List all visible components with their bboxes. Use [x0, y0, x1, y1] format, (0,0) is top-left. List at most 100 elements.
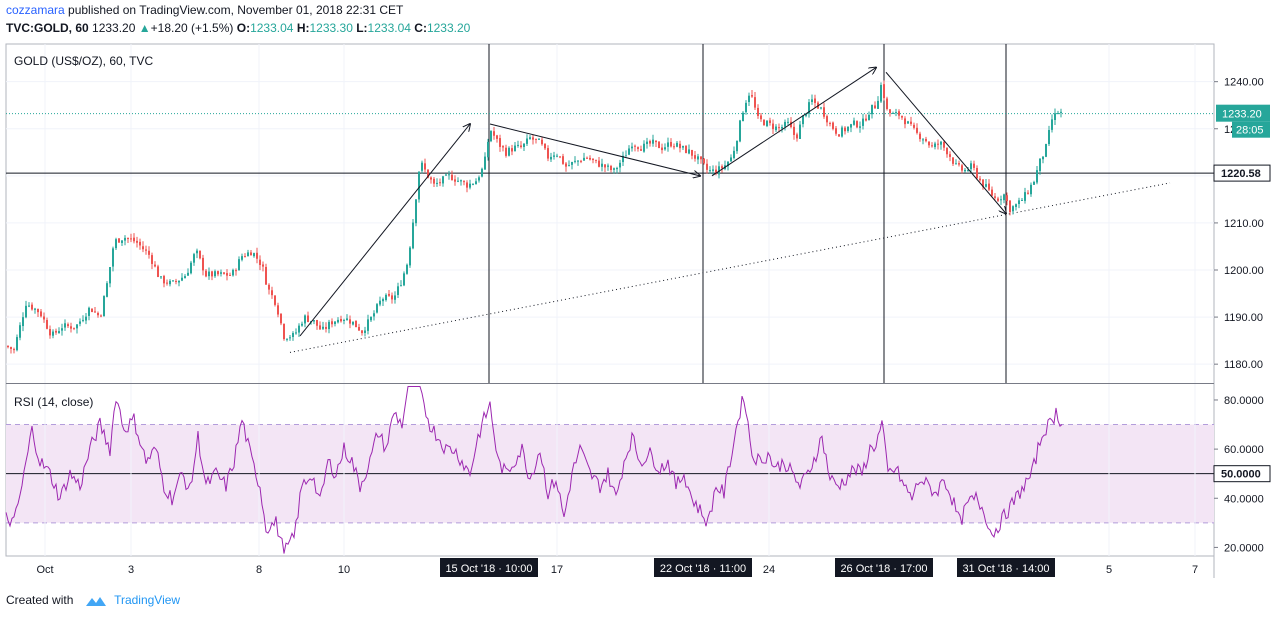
candle-body — [790, 121, 792, 128]
candle-body — [838, 134, 840, 137]
candle-body — [739, 120, 741, 142]
candle-body — [517, 144, 519, 146]
candle-body — [610, 166, 612, 171]
candle-body — [661, 147, 663, 151]
candle-body — [445, 174, 447, 176]
candle-body — [937, 143, 939, 145]
candle-body — [1036, 170, 1038, 183]
candle-body — [70, 326, 72, 329]
candle-body — [10, 347, 12, 349]
candle-body — [430, 177, 432, 180]
candle-body — [556, 155, 558, 157]
candle-body — [760, 115, 762, 120]
candle-body — [916, 127, 918, 133]
candle-body — [859, 126, 861, 128]
candle-body — [316, 320, 318, 326]
candle-body — [862, 118, 864, 126]
swing-arrow — [711, 68, 876, 177]
candle-body — [628, 148, 630, 155]
candle-body — [415, 199, 417, 224]
candle-body — [946, 147, 948, 155]
candle-body — [328, 321, 330, 330]
low-label: L: — [356, 21, 368, 35]
candle-body — [358, 326, 360, 331]
candle-body — [988, 183, 990, 190]
candle-body — [373, 313, 375, 317]
author-link[interactable]: cozzamara — [6, 3, 65, 17]
candle-body — [691, 149, 693, 156]
candle-body — [847, 126, 849, 131]
candle-body — [166, 282, 168, 284]
candle-body — [409, 247, 411, 266]
candle-body — [352, 321, 354, 325]
candle-body — [451, 174, 453, 181]
candle-body — [844, 127, 846, 132]
candle-body — [1048, 130, 1050, 145]
candle-body — [454, 179, 456, 182]
candle-body — [496, 135, 498, 139]
candle-body — [1051, 119, 1053, 130]
candle-body — [157, 266, 159, 277]
candle-body — [1030, 184, 1032, 195]
candle-body — [160, 276, 162, 278]
candle-body — [1027, 192, 1029, 194]
candle-body — [388, 293, 390, 296]
candle-body — [376, 304, 378, 313]
candle-body — [490, 131, 492, 142]
candle-body — [811, 99, 813, 103]
candle-body — [148, 250, 150, 255]
rsi-tick-label: 80.0000 — [1224, 395, 1264, 407]
candle-body — [967, 169, 969, 171]
candle-body — [478, 177, 480, 181]
candle-body — [874, 105, 876, 109]
low-value: 1233.04 — [367, 21, 411, 35]
tradingview-brand-link[interactable]: TradingView — [114, 593, 181, 607]
candle-body — [979, 178, 981, 181]
candle-body — [868, 114, 870, 121]
candle-body — [337, 319, 339, 323]
candle-body — [577, 160, 579, 162]
candle-body — [406, 264, 408, 274]
candle-body — [466, 182, 468, 188]
up-arrow-icon: ▲ — [138, 21, 151, 35]
price-tick-label: 1210.00 — [1224, 218, 1264, 230]
candle-body — [787, 121, 789, 123]
candle-body — [553, 155, 555, 157]
symbol-label: TVC:GOLD, 60 — [6, 21, 89, 35]
candle-body — [793, 126, 795, 135]
candle-body — [721, 166, 723, 169]
candle-body — [730, 157, 732, 162]
candle-body — [568, 165, 570, 167]
candle-body — [61, 328, 63, 331]
candle-body — [616, 168, 618, 170]
candle-body — [1033, 181, 1035, 185]
candle-body — [949, 154, 951, 157]
open-value: 1233.04 — [250, 21, 294, 35]
candle-body — [607, 165, 609, 167]
candle-body — [220, 272, 222, 274]
candle-body — [460, 180, 462, 182]
candle-body — [892, 113, 894, 115]
candle-body — [151, 255, 153, 264]
candle-body — [493, 131, 495, 136]
candle-body — [304, 315, 306, 324]
candle-body — [247, 252, 249, 257]
candle-body — [856, 121, 858, 128]
candle-body — [664, 147, 666, 150]
chart-canvas[interactable]: 1180.001190.001200.001210.001220.001230.… — [0, 0, 1274, 590]
candle-body — [106, 283, 108, 297]
candle-body — [448, 174, 450, 176]
publish-info: cozzamara published on TradingView.com, … — [6, 3, 403, 17]
candle-body — [379, 300, 381, 305]
candle-body — [877, 100, 879, 109]
candle-body — [745, 102, 747, 113]
candle-body — [763, 119, 765, 126]
candle-body — [913, 124, 915, 128]
candle-body — [64, 323, 66, 328]
rsi-tick-label: 40.0000 — [1224, 493, 1264, 505]
candle-body — [595, 159, 597, 161]
candle-body — [199, 250, 201, 259]
candle-body — [91, 308, 93, 313]
candle-body — [715, 169, 717, 174]
rsi-tick-label: 20.0000 — [1224, 542, 1264, 554]
